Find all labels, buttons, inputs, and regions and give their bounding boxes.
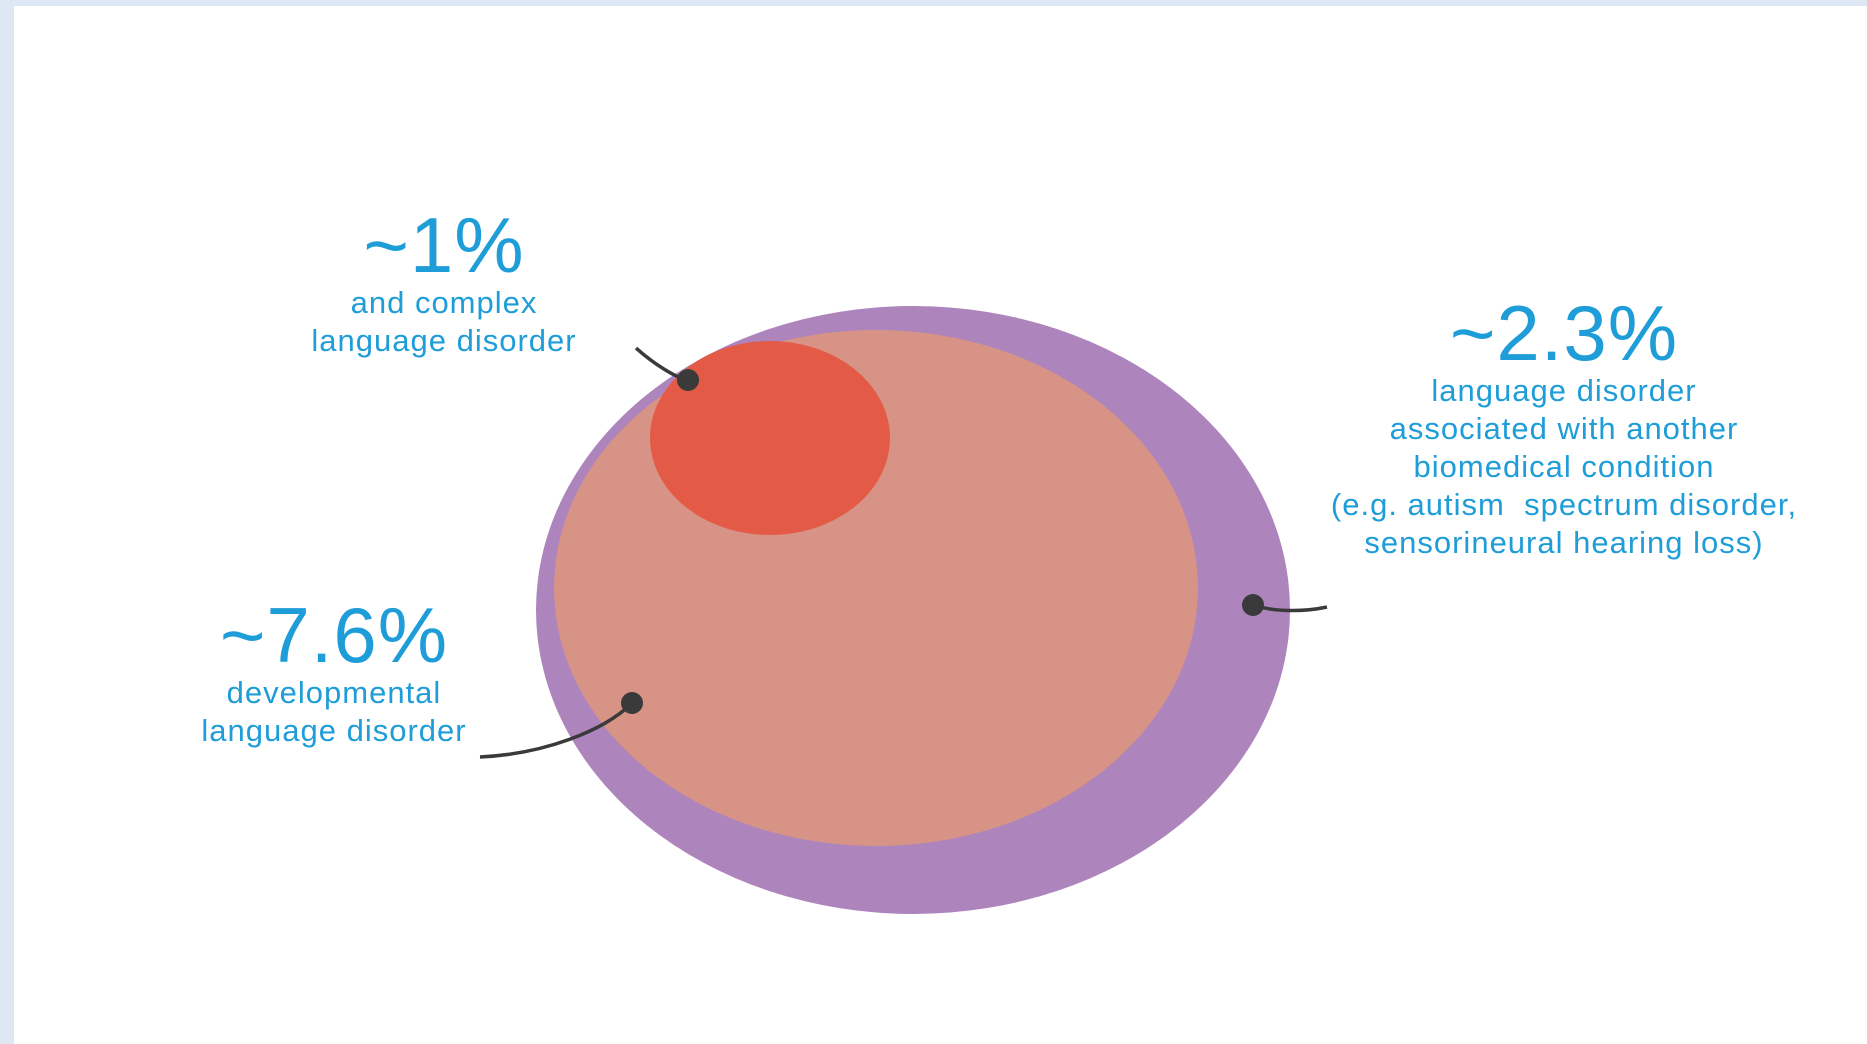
inner-circle-complex xyxy=(650,341,890,535)
label-complex: ~1% and complex language disorder xyxy=(264,206,624,360)
desc-associated-line-4: (e.g. autism spectrum disorder, xyxy=(1330,487,1798,522)
percent-complex: ~1% xyxy=(363,201,525,289)
label-associated: ~2.3% language disorder associated with … xyxy=(1274,294,1854,562)
desc-developmental-line-2: language disorder xyxy=(201,713,467,748)
label-developmental: ~7.6% developmental language disorder xyxy=(154,596,514,750)
diagram-canvas: ~1% and complex language disorder ~2.3% … xyxy=(14,6,1867,1044)
desc-associated-line-5: sensorineural hearing loss) xyxy=(1364,525,1764,560)
desc-associated-line-2: associated with another xyxy=(1389,411,1739,446)
desc-associated-line-3: biomedical condition xyxy=(1413,449,1715,484)
nested-circles-diagram xyxy=(479,306,1328,914)
desc-associated-line-1: language disorder xyxy=(1431,373,1697,408)
desc-developmental-line-1: developmental xyxy=(226,675,442,710)
leader-dot-associated xyxy=(1242,594,1264,616)
leader-dot-developmental xyxy=(621,692,643,714)
desc-complex-line-1: and complex xyxy=(350,285,538,320)
desc-complex-line-2: language disorder xyxy=(311,323,577,358)
percent-developmental: ~7.6% xyxy=(219,591,449,679)
leader-line-developmental xyxy=(479,701,634,759)
percent-associated: ~2.3% xyxy=(1449,289,1679,377)
leader-dot-complex xyxy=(677,369,699,391)
